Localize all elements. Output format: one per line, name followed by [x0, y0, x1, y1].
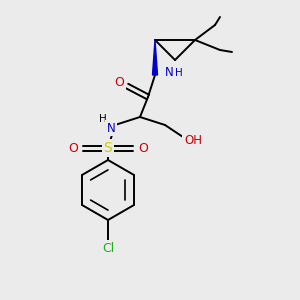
Text: H: H: [175, 68, 183, 78]
Text: H: H: [99, 114, 107, 124]
Text: N: N: [165, 67, 173, 80]
Text: OH: OH: [184, 134, 202, 146]
Text: O: O: [68, 142, 78, 154]
Text: N: N: [106, 122, 116, 134]
Text: O: O: [114, 76, 124, 88]
Polygon shape: [152, 40, 158, 75]
Text: O: O: [138, 142, 148, 154]
Text: Cl: Cl: [102, 242, 114, 254]
Text: S: S: [103, 141, 112, 155]
